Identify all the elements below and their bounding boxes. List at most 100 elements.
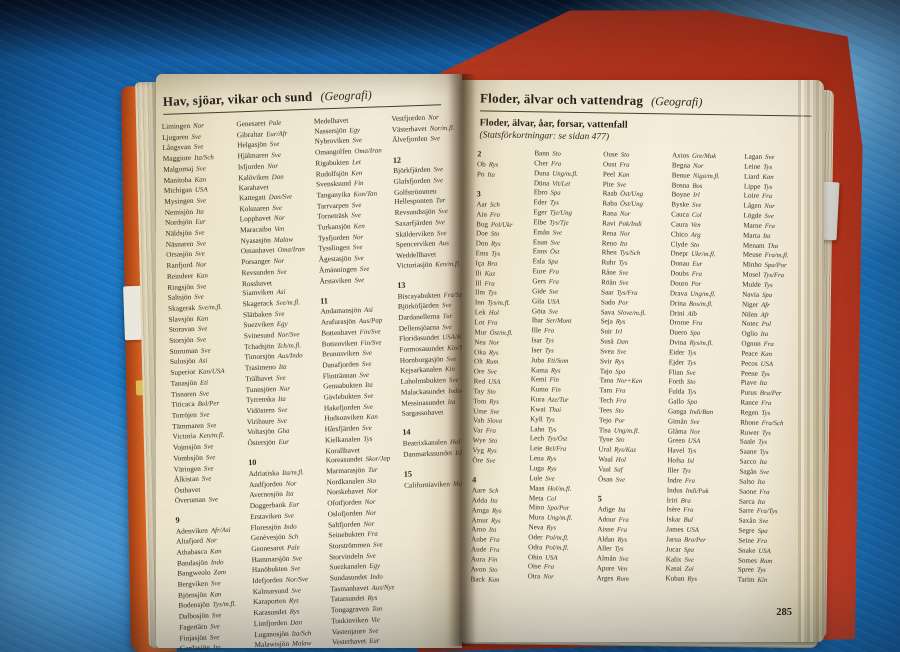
country-abbreviation: Tys [761,409,771,417]
country-abbreviation: Ita [278,363,287,372]
place-name: Tajo [599,366,613,376]
place-name: Byske [671,200,690,209]
country-abbreviation: Sve [354,255,364,263]
place-name: Dardanellerna [398,311,440,322]
country-abbreviation: Nor [619,210,631,218]
place-name: Piave [740,378,757,388]
country-abbreviation: Sve [442,323,452,331]
country-abbreviation: Pol/Ukr [490,221,513,229]
place-name: Tisnaren [170,388,197,399]
place-name: Spree [737,565,755,575]
place-name: Eider [668,348,685,357]
country-abbreviation: Sve [433,177,444,185]
country-abbreviation: Saf [613,466,623,474]
country-abbreviation: Kan [196,272,208,280]
place-name: Malackasundet [400,386,446,397]
country-abbreviation: Nor [352,233,364,242]
entry-column: Lagan Sve Leine Tys Liard Kan Lippe Tys Loire Fra… [738,153,814,590]
country-abbreviation: USA [488,378,501,386]
place-name: Gimån [667,417,688,426]
right-page-title-suffix: (Geografi) [651,94,703,109]
place-name: Luga [529,464,545,473]
country-abbreviation: Eur [195,218,206,227]
country-abbreviation: Nor/m.fl. [429,124,455,133]
country-abbreviation: Sto [367,477,377,485]
place-name: Lopphavet [239,213,272,224]
country-abbreviation: Tys [545,416,555,424]
place-name: Svea [600,347,614,356]
country-abbreviation: Sve [485,457,496,465]
place-name: Nyasasjön [240,234,272,246]
country-abbreviation: Nor [692,162,704,170]
country-abbreviation: Aus/Nyz [371,583,395,592]
place-name: Wye [472,436,486,445]
place-name: Ljugaren [161,131,189,142]
place-name: Malgomaj [163,163,194,174]
place-name: Iskar [666,515,681,524]
word-length-section-number: 15 [403,469,413,479]
place-name: Indre [666,476,683,485]
country-abbreviation: Ung/m.fl. [613,427,640,435]
country-abbreviation: Tys [761,429,771,437]
country-abbreviation: Bra [487,260,498,268]
country-abbreviation: Spa [686,398,698,406]
country-abbreviation: Ita [364,382,373,390]
country-abbreviation: Fra/m.fl. [764,252,789,260]
entry-column: Axios Gre/Mak Begna Nor Benue Niga/m.fl. Bosna… [665,151,744,589]
place-name: Aura [470,555,486,564]
country-abbreviation: Sve [764,212,774,221]
country-abbreviation: Nor [285,480,297,488]
place-name: Olt [473,357,484,366]
country-abbreviation: Pol/m.fl. [545,534,569,542]
place-name: Manitoba [163,174,192,185]
place-name: Oder [528,533,543,542]
place-name: Maracaibo [239,224,272,235]
country-abbreviation: Sve [366,552,376,560]
country-abbreviation: Asi [363,307,374,315]
place-name: Ruhr [601,258,616,267]
place-name: Suezkanalen [329,561,367,572]
place-name: Tchadsjön [244,340,275,352]
country-abbreviation: Ita [619,240,628,248]
country-abbreviation: Afr [761,301,770,309]
country-abbreviation: Kan [762,173,774,181]
country-abbreviation: Sve [291,587,302,595]
country-abbreviation: Tys [687,388,697,397]
place-name: Reindeer [166,270,194,281]
place-name: Tanasjön [170,377,198,388]
place-name: Danafjorden [322,359,360,370]
country-abbreviation: Sve [351,201,362,210]
country-abbreviation: Rys [367,595,378,603]
country-abbreviation: Fra [764,222,775,230]
place-name: Gallo [668,397,685,406]
place-name: Marmarasjön [325,465,366,476]
place-name: Cher [534,159,549,168]
country-abbreviation: Kan [196,315,209,323]
country-abbreviation: Bel/Fra [545,445,567,454]
place-name: Gennesaret [251,542,285,554]
place-name: Superior [170,367,196,378]
country-abbreviation: Ken [353,223,365,231]
country-abbreviation: Fra [756,537,768,545]
country-abbreviation: Fra [762,193,773,201]
place-name: Revsundssjön [394,206,436,218]
left-page: Hav, sjöar, vikar och sund (Geografi) Li… [156,74,474,652]
place-name: Oglio [741,329,758,338]
country-abbreviation: Alb [687,310,698,318]
place-name: Sava [600,307,615,317]
country-abbreviation: Sve [616,181,627,189]
right-columns: 2 Ob Rys Po Ita 3 Aar Sch Ain Fra Bug Pol/Ukr Doe Sto… [470,148,813,590]
place-name: Tarim [737,575,755,585]
place-name: Tunnsjöen [245,383,277,394]
place-name: Benue [671,171,690,180]
country-abbreviation: Sto [488,437,498,445]
place-name: Saale [739,438,756,447]
country-abbreviation: Rys [615,318,626,327]
country-abbreviation: Aus/Pap [358,317,383,326]
right-page-content: Floder, älvar och vattendrag (Geografi) … [458,77,829,645]
country-abbreviation: Bra/Per [683,536,706,544]
place-name: Trälhavet [245,373,274,384]
place-name: Skagerak [167,302,196,313]
country-abbreviation: Fra [691,270,702,279]
country-abbreviation: Tys [363,435,373,444]
